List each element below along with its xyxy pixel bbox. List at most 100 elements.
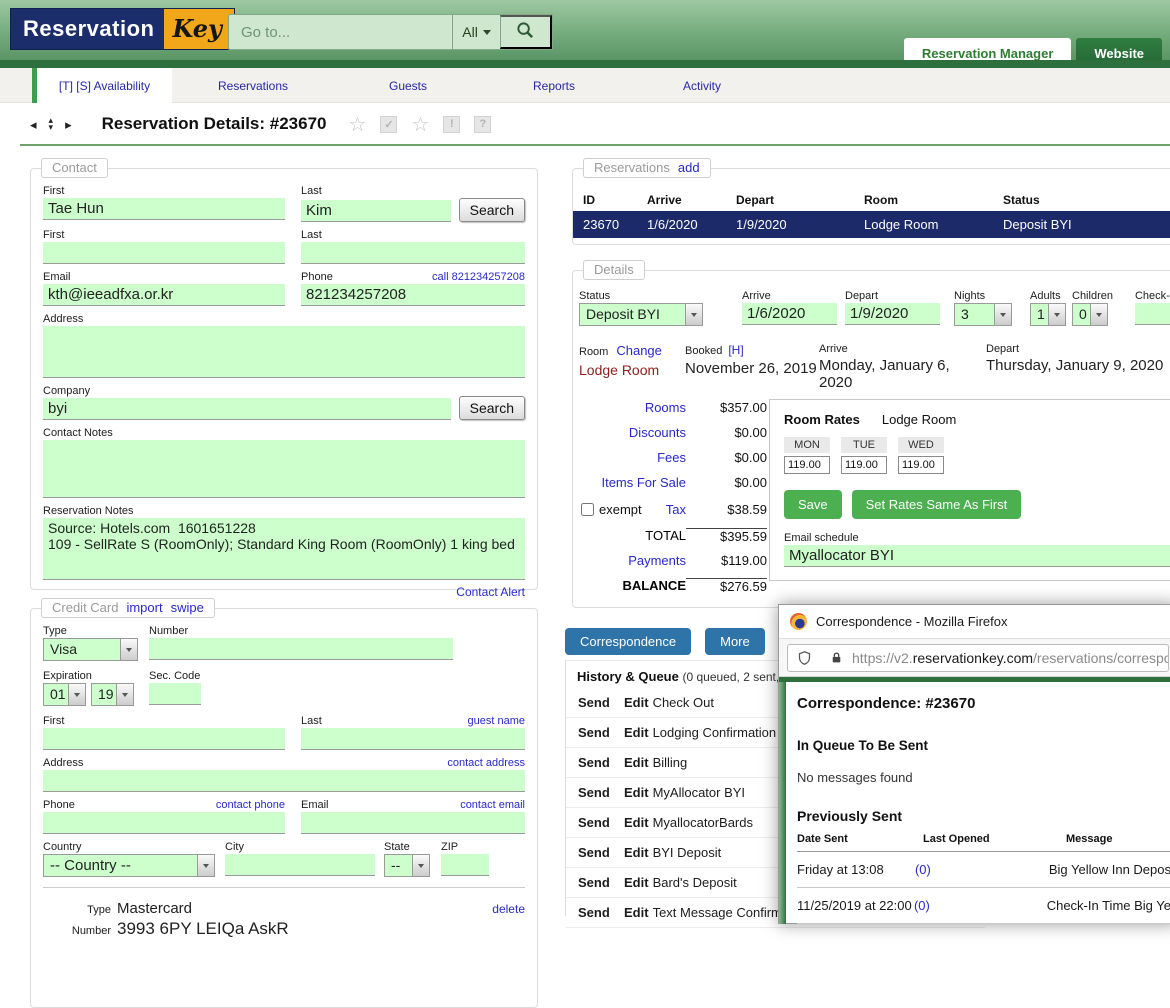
nav-tab-reports[interactable]: Reports (533, 78, 576, 93)
rooms-link[interactable]: Rooms (644, 400, 686, 415)
send-link[interactable]: Send (578, 755, 610, 770)
arrive-input[interactable] (742, 303, 837, 325)
rate-input-wed[interactable] (898, 456, 944, 474)
booked-history-link[interactable]: [H] (728, 343, 744, 357)
send-link[interactable]: Send (578, 875, 610, 890)
edit-link[interactable]: Edit (624, 725, 649, 740)
rate-input-tue[interactable] (841, 456, 887, 474)
contact-search-button[interactable]: Search (458, 198, 525, 222)
sec-code-input[interactable] (149, 683, 201, 705)
opened-count-link[interactable]: (0) (913, 898, 930, 913)
card-number-input[interactable] (149, 638, 453, 660)
call-phone-link[interactable]: call 821234257208 (432, 271, 525, 283)
change-room-link[interactable]: Change (616, 343, 662, 358)
search-filter-dropdown[interactable]: All (452, 15, 500, 49)
state-select[interactable]: -- (384, 854, 430, 877)
country-select[interactable]: -- Country -- (43, 854, 215, 877)
send-link[interactable]: Send (578, 845, 610, 860)
exp-month-select[interactable]: 01 (43, 683, 86, 706)
swipe-card-link[interactable]: swipe (170, 600, 204, 615)
send-link[interactable]: Send (578, 785, 610, 800)
contact-address-link[interactable]: contact address (447, 757, 525, 769)
star-icon[interactable]: ☆ (348, 113, 367, 136)
edit-link[interactable]: Edit (624, 785, 649, 800)
checkbox-icon[interactable]: ✓ (380, 115, 398, 133)
more-button[interactable]: More (705, 628, 765, 655)
company-input[interactable] (43, 398, 451, 420)
zip-input[interactable] (441, 854, 489, 876)
cc-phone-input[interactable] (43, 812, 285, 834)
exp-year-select[interactable]: 19 (91, 683, 134, 706)
guest-name-link[interactable]: guest name (467, 715, 525, 727)
correspondence-button[interactable]: Correspondence (565, 628, 692, 655)
edit-link[interactable]: Edit (624, 905, 649, 920)
star-icon[interactable]: ☆ (411, 113, 430, 136)
email-schedule-input[interactable] (784, 545, 1170, 567)
contact-notes-textarea[interactable] (43, 440, 525, 498)
help-icon[interactable]: ? (474, 115, 492, 133)
contact-alert-link[interactable]: Contact Alert (456, 585, 525, 599)
app-logo[interactable]: Reservation Key (10, 8, 235, 50)
alert-icon[interactable]: ! (443, 115, 461, 133)
sort-arrows[interactable]: ▴ ▾ (49, 116, 54, 132)
email-input[interactable] (43, 284, 285, 306)
goto-search-input[interactable] (229, 15, 452, 49)
add-reservation-link[interactable]: add (677, 160, 700, 175)
items-for-sale-link[interactable]: Items For Sale (601, 475, 686, 490)
tax-exempt-checkbox[interactable] (581, 502, 594, 516)
cc-last-input[interactable] (301, 728, 525, 750)
edit-link[interactable]: Edit (624, 695, 649, 710)
popup-titlebar[interactable]: Correspondence - Mozilla Firefox (779, 605, 1170, 639)
first-name-input[interactable] (43, 198, 285, 220)
company-search-button[interactable]: Search (458, 396, 525, 420)
send-link[interactable]: Send (578, 905, 610, 920)
fees-link[interactable]: Fees (657, 450, 686, 465)
last-name-input[interactable] (301, 200, 451, 222)
phone-input[interactable] (301, 284, 525, 306)
status-select[interactable]: Deposit BYI (579, 303, 703, 326)
cc-email-input[interactable] (301, 812, 525, 834)
address-textarea[interactable] (43, 326, 525, 378)
send-link[interactable]: Send (578, 695, 610, 710)
depart-input[interactable] (845, 303, 940, 325)
next-reservation-arrow-icon[interactable]: ▸ (65, 116, 72, 132)
nav-tab-reservations[interactable]: Reservations (218, 78, 289, 93)
send-link[interactable]: Send (578, 725, 610, 740)
discounts-link[interactable]: Discounts (628, 425, 686, 440)
shield-icon[interactable] (797, 650, 812, 666)
search-button[interactable] (500, 15, 552, 49)
rate-input-mon[interactable] (784, 456, 830, 474)
contact-email-link[interactable]: contact email (460, 799, 525, 811)
adults-select[interactable]: 1 (1030, 303, 1066, 326)
cc-first-input[interactable] (43, 728, 285, 750)
reservation-row-selected[interactable]: 23670 1/6/2020 1/9/2020 Lodge Room Depos… (573, 211, 1170, 238)
cc-address-input[interactable] (43, 770, 525, 792)
first-name-2-input[interactable] (43, 242, 285, 264)
opened-count-link[interactable]: (0) (914, 862, 931, 877)
import-card-link[interactable]: import (126, 600, 163, 615)
city-input[interactable] (225, 854, 375, 876)
payments-link[interactable]: Payments (628, 553, 686, 568)
checkin-time-input[interactable] (1134, 303, 1170, 325)
set-rates-same-button[interactable]: Set Rates Same As First (851, 490, 1022, 519)
edit-link[interactable]: Edit (624, 755, 649, 770)
card-type-select[interactable]: Visa (43, 638, 138, 661)
nav-tab-activity[interactable]: Activity (683, 78, 722, 93)
nav-tab-guests[interactable]: Guests (389, 78, 428, 93)
room-label: Room (579, 346, 609, 358)
delete-card-link[interactable]: delete (492, 902, 525, 916)
edit-link[interactable]: Edit (624, 845, 649, 860)
reservation-notes-textarea[interactable]: Source: Hotels.com 1601651228 109 - Sell… (43, 518, 525, 580)
edit-link[interactable]: Edit (624, 815, 649, 830)
tax-link[interactable]: Tax (665, 501, 686, 517)
last-name-2-input[interactable] (301, 242, 525, 264)
nav-tab-availability[interactable]: [T] [S] Availability (32, 68, 172, 103)
children-select[interactable]: 0 (1072, 303, 1108, 326)
edit-link[interactable]: Edit (624, 875, 649, 890)
contact-phone-link[interactable]: contact phone (215, 799, 285, 811)
save-rates-button[interactable]: Save (784, 490, 842, 519)
prev-reservation-arrow-icon[interactable]: ◂ (30, 116, 37, 132)
send-link[interactable]: Send (578, 815, 610, 830)
address-bar[interactable]: https://v2.reservationkey.com/reservatio… (787, 644, 1169, 672)
nights-select[interactable]: 3 (954, 303, 1012, 326)
